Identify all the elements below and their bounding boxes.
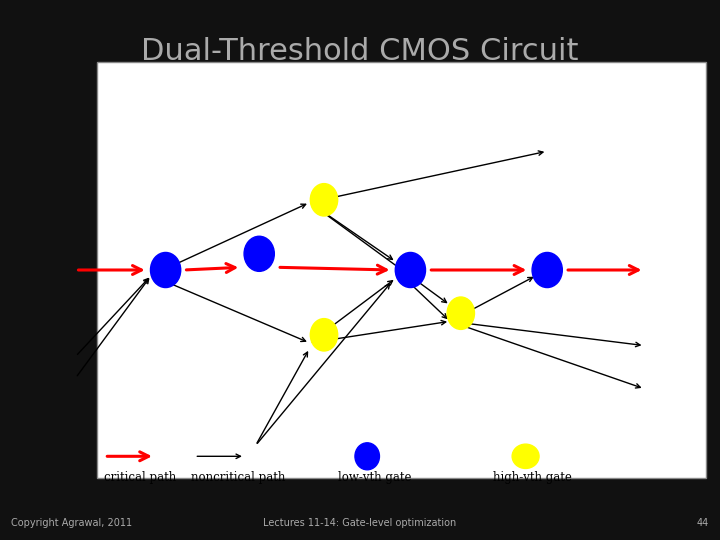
Text: critical path: critical path [104, 471, 176, 484]
Text: Copyright Agrawal, 2011: Copyright Agrawal, 2011 [11, 518, 132, 528]
Text: noncritical path: noncritical path [191, 471, 285, 484]
Ellipse shape [395, 252, 426, 287]
Ellipse shape [310, 319, 338, 351]
Bar [97, 62, 706, 478]
Text: high-vth gate: high-vth gate [493, 471, 572, 484]
Ellipse shape [150, 252, 181, 287]
Ellipse shape [310, 184, 338, 216]
Ellipse shape [355, 443, 379, 470]
Text: 44: 44 [697, 518, 709, 528]
Text: Lectures 11-14: Gate-level optimization: Lectures 11-14: Gate-level optimization [264, 518, 456, 528]
Ellipse shape [244, 237, 274, 271]
Text: low-vth gate: low-vth gate [338, 471, 412, 484]
Ellipse shape [447, 297, 474, 329]
Ellipse shape [532, 252, 562, 287]
Ellipse shape [512, 444, 539, 468]
Text: Dual-Threshold CMOS Circuit: Dual-Threshold CMOS Circuit [141, 37, 579, 66]
